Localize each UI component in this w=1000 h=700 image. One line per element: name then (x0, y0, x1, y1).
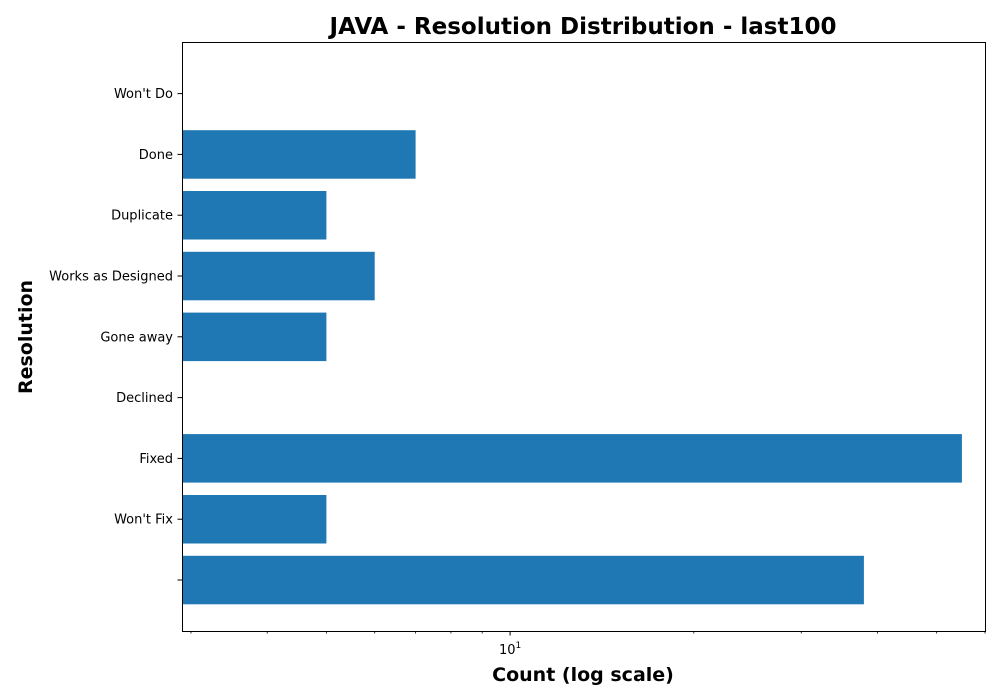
y-tick-label: Fixed (139, 452, 173, 467)
y-ticks: Won't Fix Fixed Declined Gone away Works as … (49, 87, 182, 581)
bar-4 (182, 312, 327, 362)
bar-5 (182, 251, 375, 301)
y-tick-label: Gone away (100, 330, 173, 345)
bar-6 (182, 191, 327, 240)
y-tick-label: Declined (116, 391, 173, 406)
x-tick-label: 101 (499, 641, 521, 658)
y-axis-title: Resolution (15, 280, 37, 394)
bars-group (182, 130, 962, 605)
bar-0 (182, 555, 864, 605)
chart-title: JAVA - Resolution Distribution - last100 (328, 14, 837, 40)
y-tick-label: Won't Fix (114, 513, 173, 528)
y-tick-label: Done (139, 148, 173, 163)
x-ticks: 101 (190, 631, 986, 658)
x-axis-title: Count (log scale) (492, 664, 674, 686)
y-tick-label: Works as Designed (49, 270, 173, 285)
bar-2 (182, 434, 962, 483)
bar-7 (182, 130, 416, 179)
bar-1 (182, 495, 327, 544)
y-tick-label: Won't Do (114, 87, 173, 102)
y-tick-label: Duplicate (111, 209, 173, 224)
plot-frame (182, 42, 986, 632)
